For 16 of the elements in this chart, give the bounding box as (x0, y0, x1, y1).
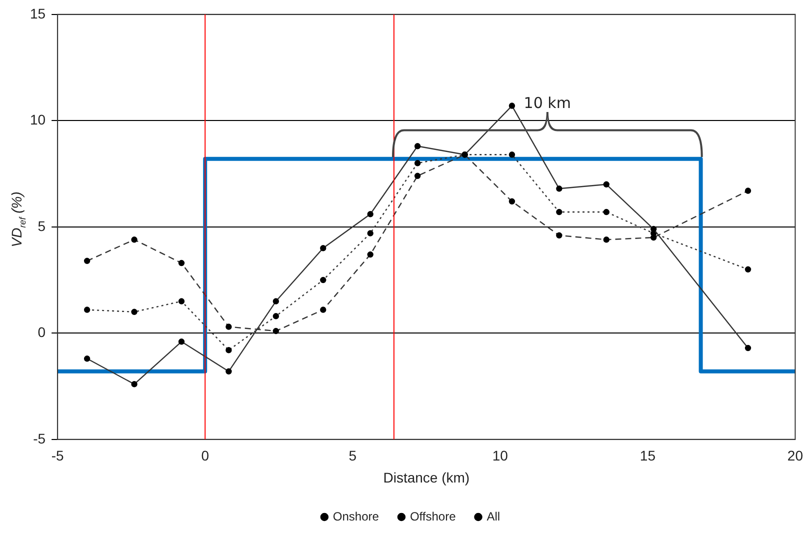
legend-label: All (486, 509, 500, 524)
x-tick-label: 10 (492, 448, 508, 464)
annotation: 10 km (524, 94, 571, 112)
y-tick-label: 10 (30, 112, 46, 128)
legend-label: Offshore (410, 509, 456, 524)
x-axis-title: Distance (km) (383, 469, 470, 486)
x-tick-label: 20 (787, 448, 804, 464)
x-tick-label: 0 (201, 448, 210, 464)
y-tick-label: -5 (33, 430, 46, 446)
y-tick-label: 15 (30, 5, 46, 22)
y-tick-label: 0 (38, 324, 46, 340)
x-tick-label: -5 (51, 448, 64, 464)
x-tick-label: 15 (640, 448, 656, 464)
x-tick-label: 5 (348, 448, 357, 464)
y-tick-label: 5 (38, 218, 46, 234)
legend-label: Onshore (332, 509, 380, 524)
